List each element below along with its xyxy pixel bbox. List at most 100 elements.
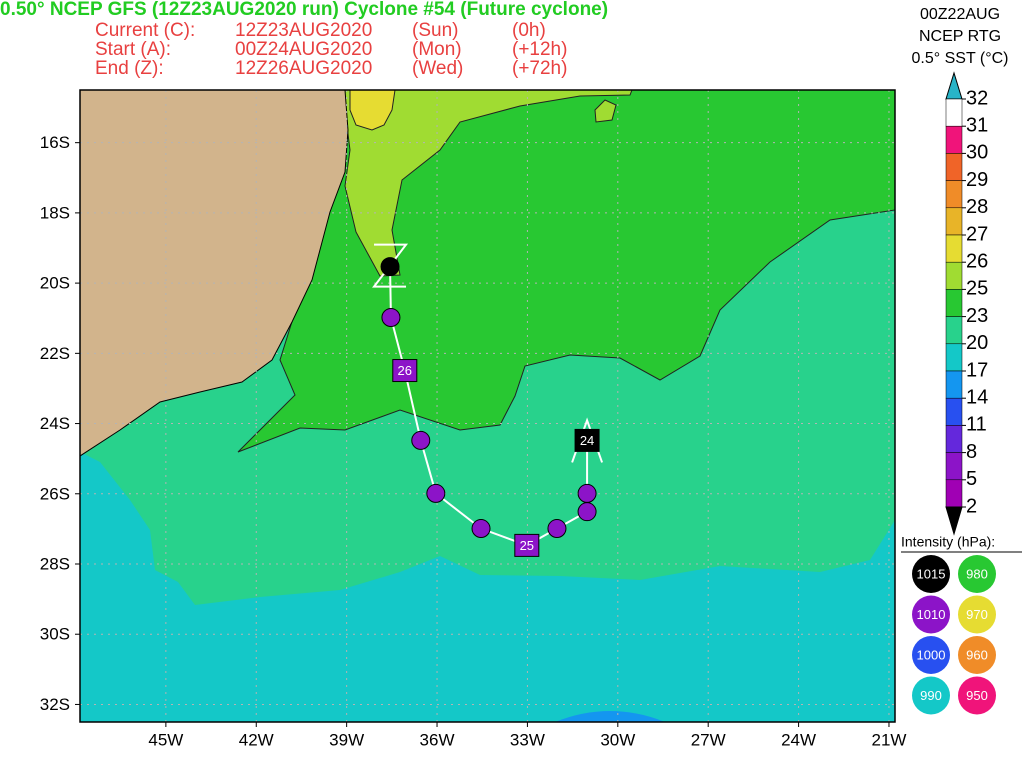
scale-label: 32	[966, 87, 988, 109]
track-point	[426, 483, 446, 503]
run-info-day: (Wed)	[412, 58, 463, 79]
intensity-label: 1010	[917, 607, 946, 622]
scale-label: 27	[966, 223, 988, 245]
run-info-label: Start (A):	[95, 39, 171, 60]
scale-under	[945, 506, 963, 536]
intensity-swatch	[958, 595, 996, 634]
scale-bin	[945, 98, 963, 127]
x-tick-label: 33W	[510, 730, 545, 749]
day-marker	[514, 533, 540, 557]
x-tick-label: 30W	[600, 730, 635, 749]
x-tick-label: 39W	[329, 730, 364, 749]
day-label: 24	[580, 433, 594, 448]
intensity-label: 970	[966, 607, 988, 622]
intensity-label: 1000	[917, 647, 946, 662]
sst-20	[80, 452, 895, 722]
intensity-label: 980	[966, 566, 988, 581]
intensity-swatch	[912, 676, 950, 715]
sst-26	[594, 99, 617, 123]
scale-label: 20	[966, 332, 988, 354]
run-info-label: End (Z):	[95, 58, 164, 79]
run-info-label: Current (C):	[95, 20, 195, 41]
scale-bin	[945, 261, 963, 290]
scale-bin	[945, 397, 963, 426]
scale-bin	[945, 479, 963, 508]
scale-label: 23	[966, 305, 988, 327]
map-frame	[79, 89, 896, 723]
day-marker	[574, 428, 600, 452]
grid	[75, 90, 895, 727]
run-info-offset: (0h)	[512, 20, 546, 41]
scale-bin	[945, 207, 963, 236]
intensity-label: 950	[966, 688, 988, 703]
scale-bin	[945, 370, 963, 399]
track: 26 25 24	[372, 243, 604, 557]
track-point	[381, 308, 401, 328]
scale-bin	[945, 316, 963, 345]
scale-label: 25	[966, 278, 988, 300]
run-info-time: 00Z24AUG2020	[235, 39, 372, 60]
day-marker	[392, 359, 418, 383]
y-tick-label: 24S	[40, 414, 70, 433]
run-info-offset: (+12h)	[512, 39, 567, 60]
scale-label: 8	[966, 441, 977, 463]
scale-bin	[945, 425, 963, 453]
scale-bin	[945, 343, 963, 372]
scale-label: 11	[966, 414, 987, 436]
scale-label: 28	[966, 196, 988, 218]
land	[80, 90, 349, 457]
x-tick-label: 24W	[781, 730, 816, 749]
y-tick-label: 32S	[40, 695, 70, 714]
y-tick-label: 26S	[40, 484, 70, 503]
title: 0.50° NCEP GFS (12Z23AUG2020 run) Cyclon…	[0, 0, 608, 20]
scale-label: 17	[966, 359, 988, 381]
scale-label: 29	[966, 169, 988, 191]
day-label: 25	[520, 538, 534, 553]
track-point	[577, 483, 597, 503]
track-point	[471, 519, 491, 539]
scale-label: 31	[966, 114, 988, 136]
intensity-title: Intensity (hPa):	[901, 534, 995, 550]
y-tick-label: 30S	[40, 625, 70, 644]
scale-bin	[945, 153, 963, 181]
y-tick-label: 20S	[40, 274, 70, 293]
track-point	[547, 519, 567, 539]
scale-label: 5	[966, 468, 977, 490]
scale-bin	[945, 234, 963, 263]
x-tick-label: 42W	[239, 730, 274, 749]
intensity-swatch	[912, 555, 950, 593]
day-label: 26	[398, 363, 412, 378]
scale-label: 2	[966, 495, 977, 517]
scale-header: 00Z22AUG	[920, 6, 1000, 23]
y-tick-label: 28S	[40, 554, 70, 573]
scale-label: 14	[966, 386, 988, 408]
run-info-time: 12Z26AUG2020	[235, 58, 372, 79]
intensity-swatch	[912, 636, 950, 674]
intensity-swatch	[958, 636, 996, 674]
x-tick-label: 27W	[691, 730, 726, 749]
scale-bin	[945, 125, 963, 154]
scale-bin	[945, 289, 963, 317]
run-info-day: (Mon)	[412, 39, 462, 60]
track-point	[380, 257, 400, 277]
x-tick-label: 21W	[871, 730, 906, 749]
sst-27	[349, 90, 396, 131]
run-info-day: (Sun)	[412, 20, 458, 41]
scale-header: NCEP RTG	[919, 28, 1001, 45]
y-tick-label: 22S	[40, 344, 70, 363]
intensity-label: 1015	[917, 566, 946, 581]
intensity-swatch	[912, 595, 950, 634]
intensity-label: 960	[966, 647, 988, 662]
scale-bin	[945, 452, 963, 481]
scale-bin	[945, 180, 963, 209]
track-point	[577, 502, 597, 522]
intensity-swatch	[958, 676, 996, 715]
run-info-time: 12Z23AUG2020	[235, 20, 372, 41]
run-info-offset: (+72h)	[512, 58, 567, 79]
y-tick-label: 18S	[40, 203, 70, 222]
scale-label: 26	[966, 250, 988, 272]
scale-label: 30	[966, 142, 988, 164]
x-tick-label: 36W	[420, 730, 455, 749]
y-tick-label: 16S	[40, 133, 70, 152]
